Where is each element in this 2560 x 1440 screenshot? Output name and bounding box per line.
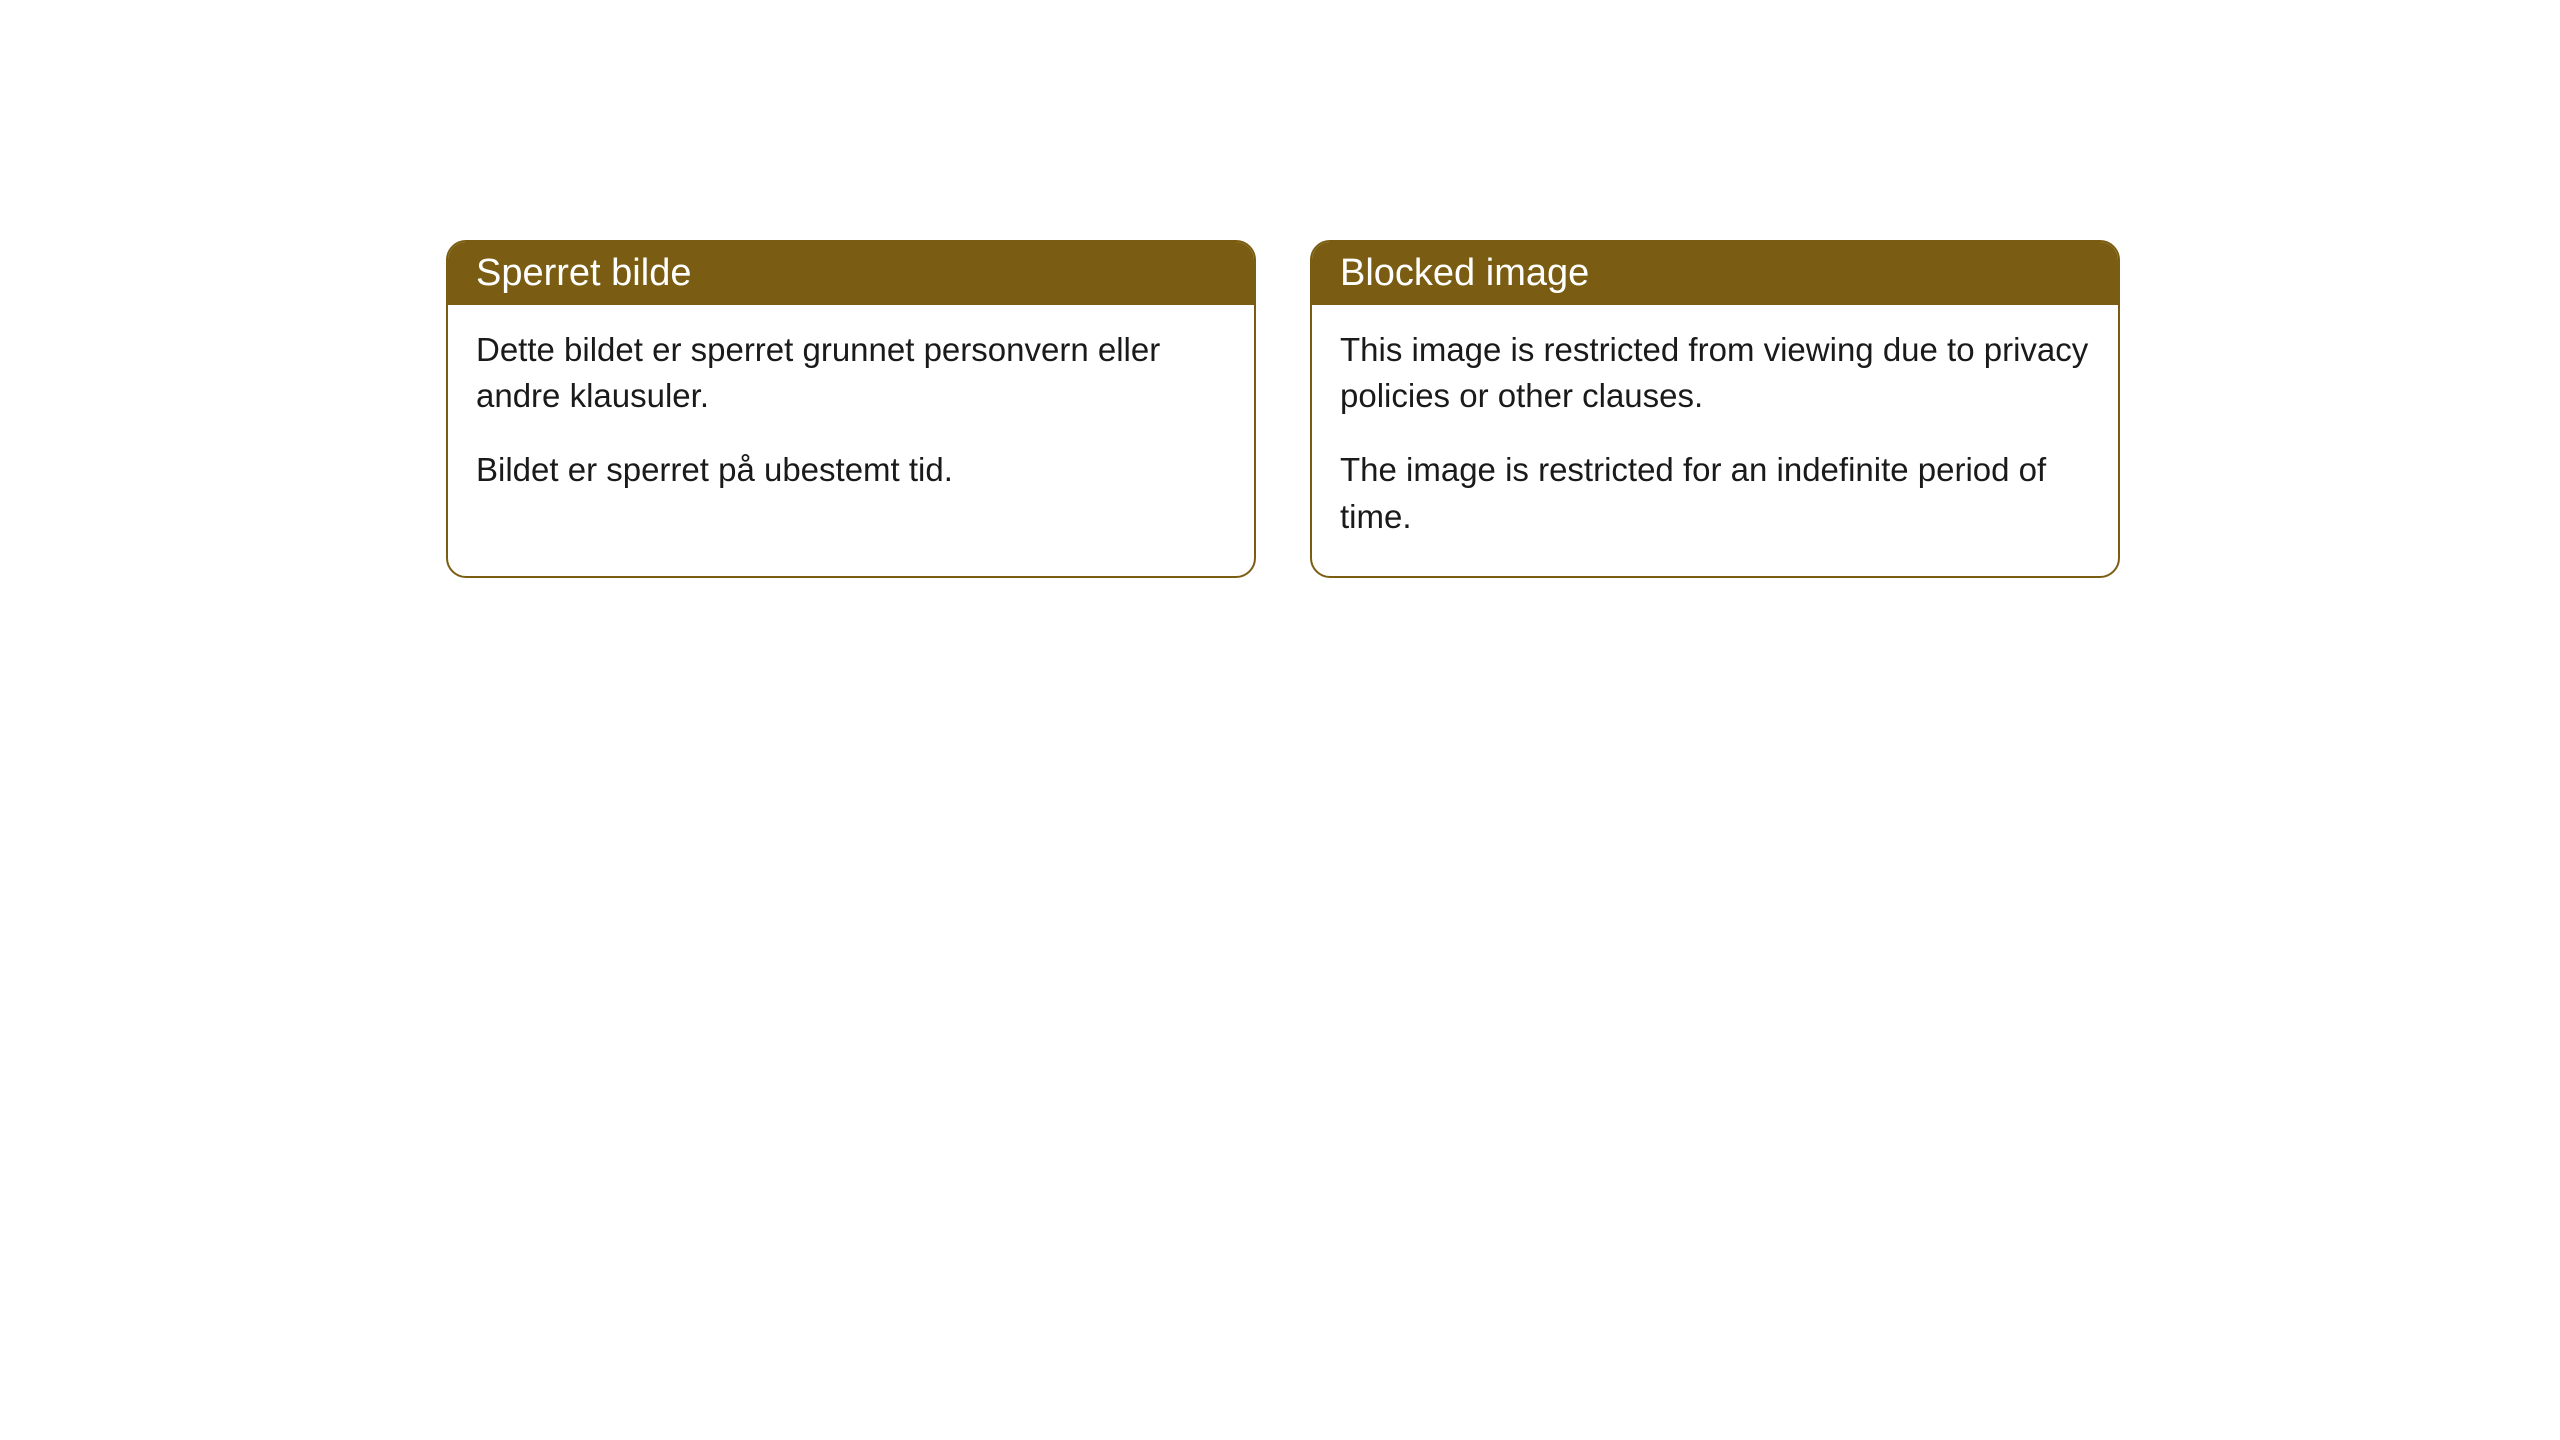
card-header-norwegian: Sperret bilde (448, 242, 1254, 305)
card-english: Blocked image This image is restricted f… (1310, 240, 2120, 578)
card-norwegian: Sperret bilde Dette bildet er sperret gr… (446, 240, 1256, 578)
cards-container: Sperret bilde Dette bildet er sperret gr… (446, 240, 2120, 578)
card-paragraph: Dette bildet er sperret grunnet personve… (476, 327, 1226, 419)
card-paragraph: Bildet er sperret på ubestemt tid. (476, 447, 1226, 493)
card-title: Blocked image (1340, 252, 1589, 294)
card-paragraph: The image is restricted for an indefinit… (1340, 447, 2090, 539)
card-body-english: This image is restricted from viewing du… (1312, 305, 2118, 576)
card-body-norwegian: Dette bildet er sperret grunnet personve… (448, 305, 1254, 530)
card-paragraph: This image is restricted from viewing du… (1340, 327, 2090, 419)
card-title: Sperret bilde (476, 252, 691, 294)
card-header-english: Blocked image (1312, 242, 2118, 305)
